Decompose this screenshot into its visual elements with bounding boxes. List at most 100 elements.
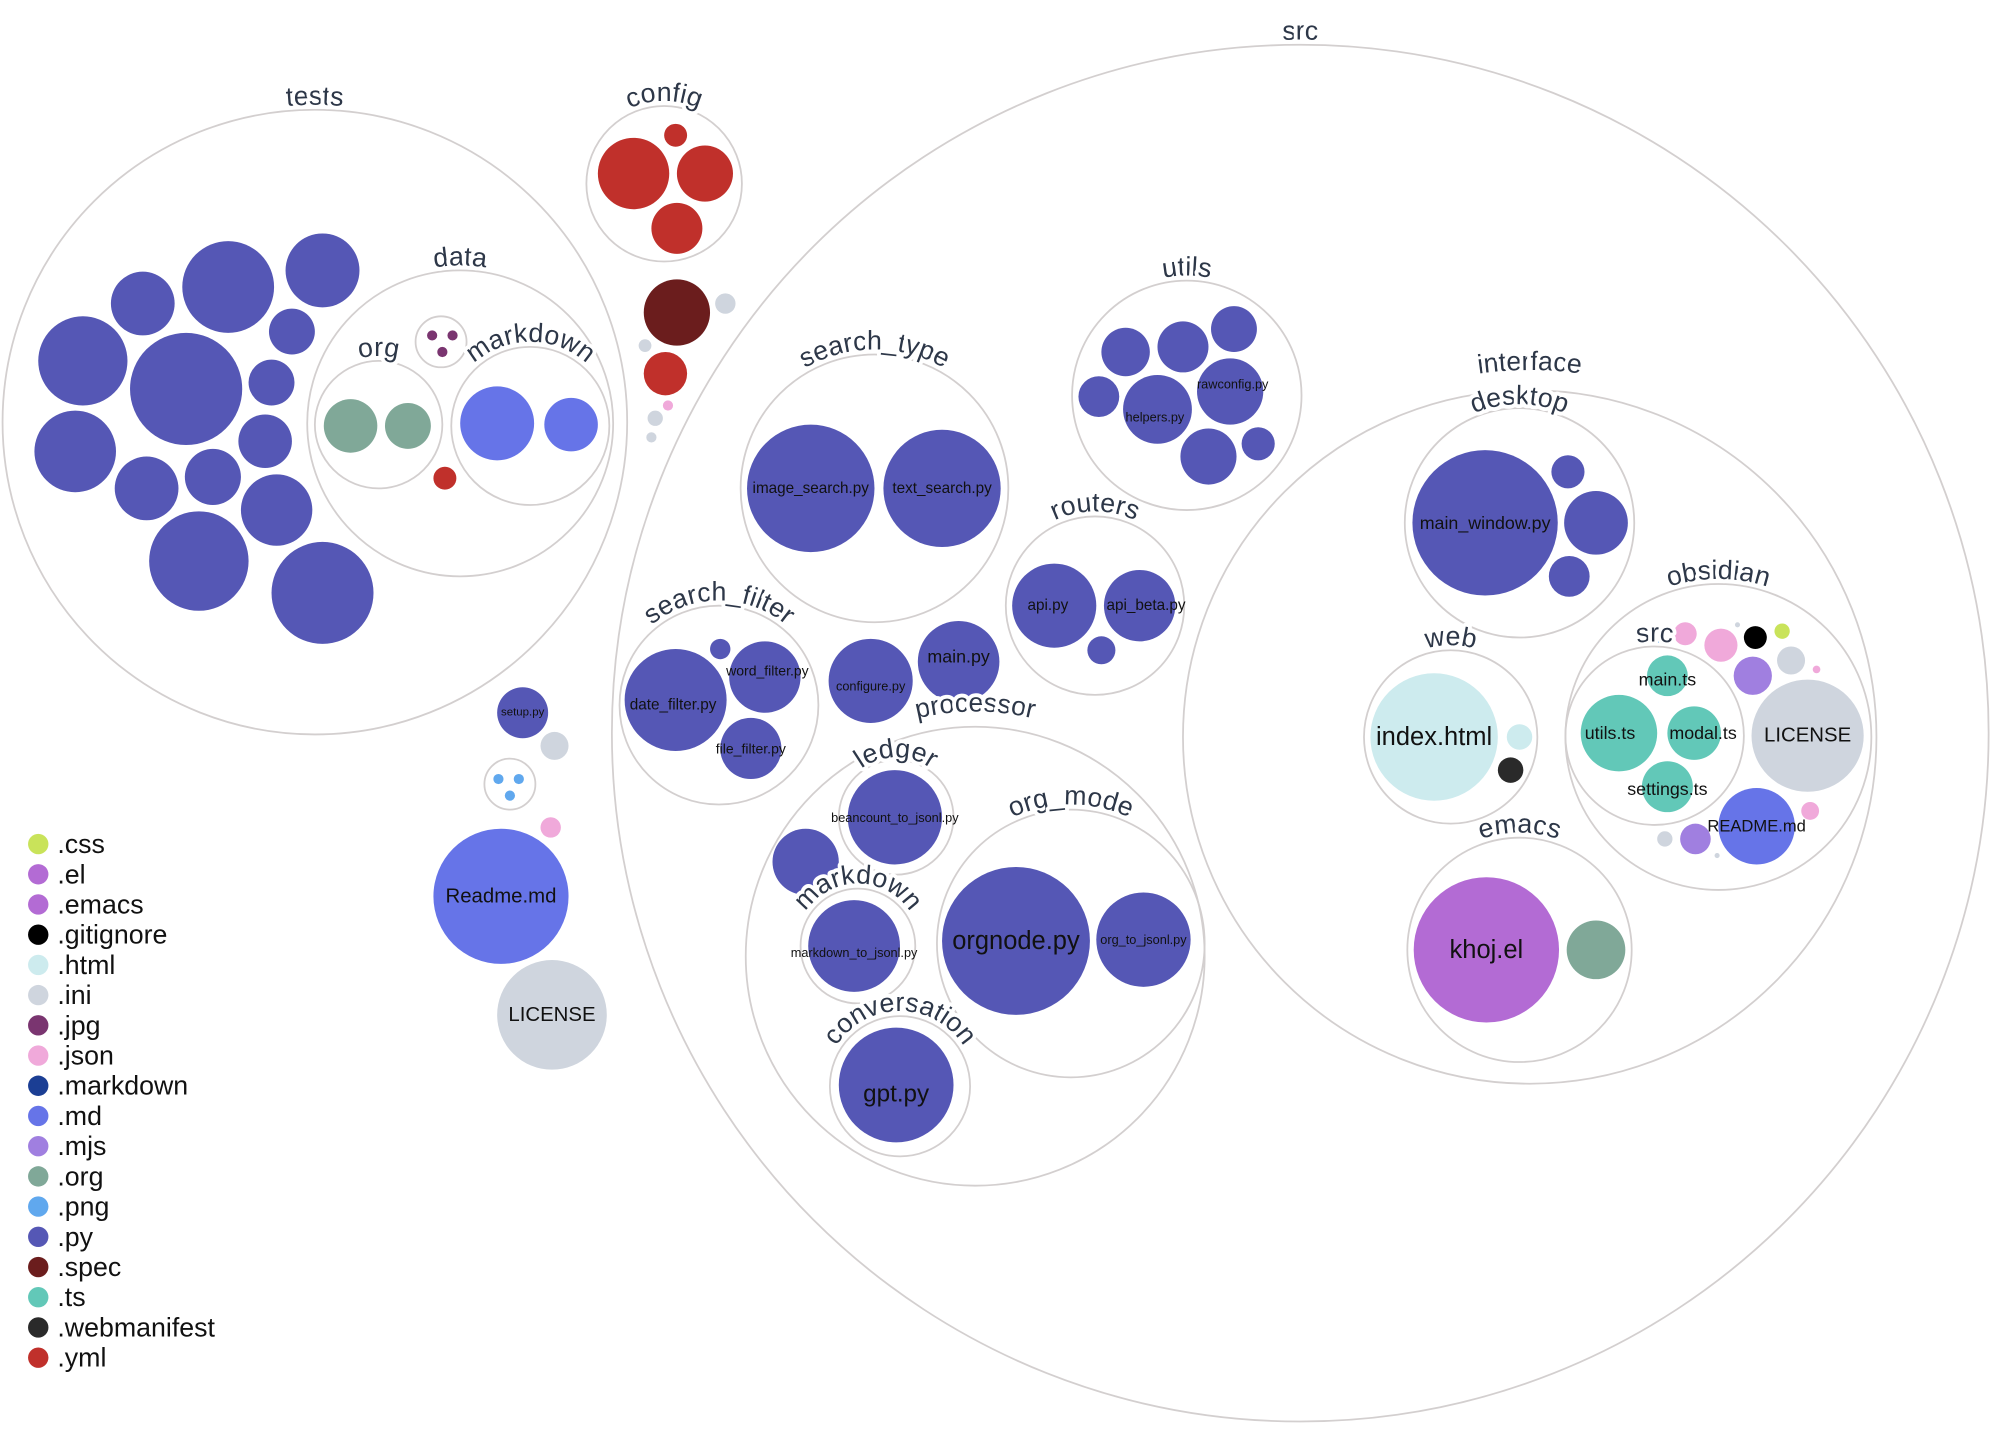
folder-search_filter[interactable] (618, 604, 820, 806)
file-circle[interactable] (1733, 656, 1772, 695)
file-circle-date_filter.py[interactable] (624, 649, 727, 751)
file-circle-image_search.py[interactable] (747, 424, 875, 553)
file-circle[interactable] (493, 773, 504, 785)
file-circle-Readme.md[interactable] (433, 828, 569, 964)
file-circle[interactable] (1564, 490, 1628, 555)
folder-src[interactable] (1564, 645, 1745, 826)
file-circle[interactable] (271, 541, 374, 644)
file-circle[interactable] (447, 330, 458, 341)
file-circle[interactable] (662, 400, 674, 411)
file-circle[interactable] (1101, 327, 1150, 377)
file-circle[interactable] (110, 271, 175, 336)
file-circle-index.html[interactable] (1370, 673, 1498, 801)
folder-routers[interactable] (1004, 515, 1186, 696)
folder-tests[interactable] (1, 108, 629, 736)
file-circle-file_filter.py[interactable] (720, 717, 782, 780)
file-circle[interactable] (646, 432, 657, 443)
folder-search_type[interactable] (739, 353, 1010, 624)
file-circle[interactable] (1548, 555, 1590, 597)
file-circle[interactable] (1714, 852, 1720, 859)
file-circle[interactable] (238, 414, 292, 468)
file-circle-utils.ts[interactable] (1580, 694, 1658, 772)
file-circle[interactable] (433, 466, 457, 490)
file-circle-README.md[interactable] (1718, 787, 1795, 865)
file-circle[interactable] (638, 339, 652, 352)
file-circle[interactable] (268, 308, 315, 355)
folder-unnamed[interactable] (483, 757, 537, 811)
file-circle[interactable] (1566, 920, 1626, 980)
file-circle[interactable] (1704, 628, 1738, 662)
file-circle[interactable] (540, 731, 569, 760)
folder-markdown[interactable] (799, 887, 917, 1005)
file-circle[interactable] (1551, 455, 1585, 489)
folder-web[interactable] (1363, 649, 1539, 825)
file-circle[interactable] (1078, 376, 1120, 418)
file-circle-main.ts[interactable] (1646, 655, 1688, 697)
file-circle[interactable] (285, 233, 360, 308)
file-circle-LICENSE[interactable] (497, 960, 607, 1070)
file-circle-setup.py[interactable] (497, 687, 549, 739)
file-circle[interactable] (1497, 757, 1524, 783)
file-circle-rawconfig.py[interactable] (1197, 358, 1264, 425)
file-circle[interactable] (597, 137, 670, 210)
folder-src[interactable] (610, 43, 1990, 1423)
file-circle[interactable] (1734, 622, 1741, 628)
file-circle-api_beta.py[interactable] (1103, 569, 1176, 642)
file-circle-api.py[interactable] (1012, 563, 1097, 648)
folder-conversation[interactable] (828, 1015, 971, 1158)
file-circle[interactable] (1812, 665, 1821, 674)
file-circle[interactable] (1801, 801, 1820, 820)
file-circle[interactable] (1652, 629, 1665, 643)
folder-markdown[interactable] (450, 346, 611, 506)
file-circle[interactable] (460, 386, 535, 461)
file-circle[interactable] (184, 448, 241, 505)
file-circle-markdown_to_jsonl.py[interactable] (808, 900, 900, 992)
folder-unnamed[interactable] (414, 315, 468, 369)
file-circle[interactable] (1157, 321, 1209, 373)
folder-emacs[interactable] (1406, 836, 1633, 1063)
file-circle-main.py[interactable] (917, 620, 1000, 703)
file-circle[interactable] (647, 410, 663, 426)
folder-ledger[interactable] (837, 759, 955, 876)
file-circle-LICENSE[interactable] (1751, 679, 1864, 792)
file-circle[interactable] (1241, 427, 1275, 461)
file-circle[interactable] (149, 511, 249, 611)
file-circle[interactable] (1743, 626, 1767, 650)
folder-org[interactable] (313, 360, 444, 490)
folder-config[interactable] (585, 105, 743, 263)
file-circle-gpt.py[interactable] (838, 1027, 954, 1143)
folder-data[interactable] (306, 269, 615, 578)
file-circle[interactable] (544, 397, 598, 452)
file-circle[interactable] (34, 410, 117, 493)
file-circle[interactable] (248, 359, 295, 406)
file-circle[interactable] (1180, 428, 1237, 485)
file-circle-modal.ts[interactable] (1667, 706, 1721, 760)
file-circle[interactable] (240, 474, 313, 546)
file-circle[interactable] (710, 638, 731, 660)
file-circle[interactable] (1211, 306, 1257, 352)
file-circle[interactable] (643, 351, 688, 396)
folder-utils[interactable] (1071, 279, 1303, 511)
file-circle[interactable] (1774, 623, 1790, 639)
file-circle[interactable] (437, 346, 448, 358)
file-circle[interactable] (1673, 622, 1697, 646)
file-circle[interactable] (715, 293, 736, 314)
file-circle-word_filter.py[interactable] (729, 641, 801, 713)
file-circle-orgnode.py[interactable] (942, 866, 1090, 1015)
file-circle-khoj.el[interactable] (1413, 877, 1560, 1023)
folder-interface[interactable] (1182, 389, 1878, 1085)
file-circle[interactable] (513, 773, 524, 785)
file-circle-helpers.py[interactable] (1123, 374, 1192, 444)
file-circle[interactable] (323, 399, 378, 453)
file-circle[interactable] (1680, 823, 1711, 855)
file-circle[interactable] (540, 817, 561, 838)
file-circle[interactable] (504, 790, 516, 801)
file-circle[interactable] (182, 241, 275, 333)
file-circle-text_search.py[interactable] (883, 429, 1001, 548)
file-circle[interactable] (1087, 636, 1116, 665)
folder-desktop[interactable] (1403, 407, 1636, 639)
file-circle[interactable] (772, 828, 839, 896)
file-circle-main_window.py[interactable] (1412, 450, 1558, 596)
file-circle[interactable] (643, 279, 711, 346)
file-circle[interactable] (664, 123, 688, 147)
